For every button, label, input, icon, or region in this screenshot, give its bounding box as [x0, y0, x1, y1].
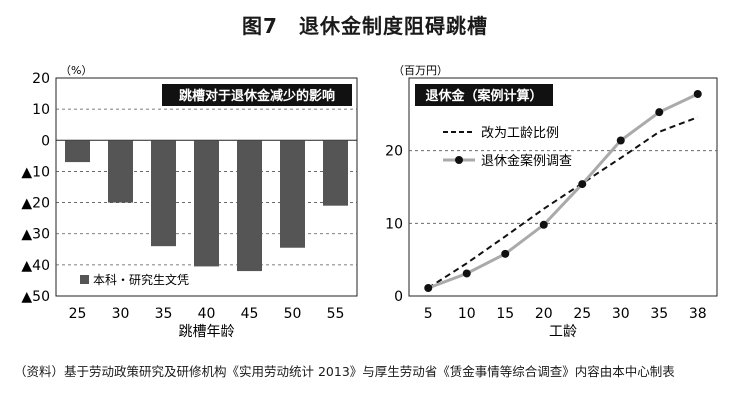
- y-tick-label: 10: [385, 216, 403, 232]
- chart-title: 跳槽对于退休金减少的影响: [179, 88, 335, 104]
- x-tick-label: 55: [327, 306, 345, 322]
- y-tick-label: ▲30: [21, 227, 50, 243]
- data-point: [693, 89, 702, 98]
- x-tick-label: 45: [241, 306, 259, 322]
- y-tick-label: ▲40: [21, 258, 50, 274]
- x-tick-label: 10: [458, 306, 476, 322]
- x-tick-label: 38: [689, 306, 707, 322]
- bar: [237, 140, 262, 272]
- bar: [108, 140, 133, 203]
- x-tick-label: 5: [424, 306, 433, 322]
- source-note: （资料）基于劳动政策研究及研修机构《实用劳动统计 2013》与厚生劳动省《赁金事…: [14, 364, 675, 379]
- y-tick-label: ▲50: [21, 289, 50, 305]
- series-line-tenure-proportional: [427, 116, 699, 289]
- series-line-case-survey: [427, 92, 699, 290]
- x-tick-label: 35: [650, 306, 668, 322]
- y-tick-label: 10: [32, 102, 50, 118]
- y-axis-unit: （%）: [60, 64, 92, 77]
- x-tick-label: 30: [612, 306, 630, 322]
- bar-chart-retirement-reduction: 20 10 0 ▲10 ▲20 ▲30 ▲40 ▲50 （%） 25 30 35 40 45 50 55 跳槽年…: [21, 64, 358, 340]
- figure-title: 图7 退休金制度阻碍跳槽: [242, 14, 488, 38]
- plot-frame: [55, 77, 358, 297]
- x-tick-label: 30: [112, 306, 130, 322]
- bar: [280, 140, 305, 248]
- x-tick-label: 25: [573, 306, 591, 322]
- x-tick-label: 20: [535, 306, 553, 322]
- y-axis-unit: （百万円）: [393, 64, 448, 77]
- y-tick-label: 20: [32, 71, 50, 87]
- y-tick-label: 20: [385, 144, 403, 160]
- y-tick-label: 0: [394, 289, 403, 305]
- bar: [65, 140, 90, 163]
- data-point: [424, 284, 433, 293]
- y-tick-label: 0: [41, 133, 50, 149]
- x-tick-label: 25: [69, 306, 87, 322]
- legend-swatch: [80, 275, 89, 284]
- chart-title: 退休金（案例计算）: [425, 88, 542, 104]
- x-tick-label: 15: [496, 306, 514, 322]
- x-axis-label: 工龄: [549, 324, 577, 340]
- data-point: [462, 269, 471, 278]
- bar: [194, 140, 219, 267]
- data-point: [578, 180, 587, 189]
- x-axis-label: 跳槽年龄: [179, 324, 235, 340]
- chart-title-box: [415, 84, 553, 106]
- y-tick-label: ▲10: [21, 164, 50, 180]
- plot-frame: [408, 77, 718, 297]
- legend-label: 本科・研究生文凭: [93, 272, 189, 287]
- y-tick-label: ▲20: [21, 196, 50, 212]
- legend-label: 改为工龄比例: [481, 126, 559, 141]
- data-point: [539, 220, 548, 229]
- chart-title-box: [162, 84, 352, 106]
- legend-marker: [455, 156, 463, 164]
- x-tick-label: 40: [198, 306, 216, 322]
- bar: [151, 140, 176, 247]
- x-tick-label: 35: [155, 306, 173, 322]
- data-point: [501, 249, 510, 258]
- line-chart-retirement-amount: 0 10 20 （百万円） 5 10 15 20 25 30 35 38 工龄 退休金（案例计算） 改为工龄…: [385, 64, 718, 340]
- data-point: [655, 108, 664, 117]
- data-point: [616, 136, 625, 145]
- x-tick-label: 50: [284, 306, 302, 322]
- bar: [323, 140, 348, 206]
- legend-label: 退休金案例调查: [481, 153, 572, 169]
